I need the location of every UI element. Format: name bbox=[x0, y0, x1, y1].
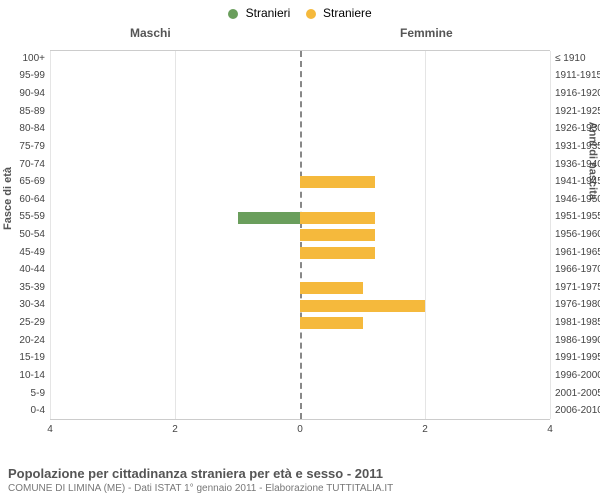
birth-label: 1931-1935 bbox=[555, 141, 600, 152]
age-label: 80-84 bbox=[5, 123, 45, 134]
birth-label: 1956-1960 bbox=[555, 229, 600, 240]
bar-female bbox=[300, 212, 375, 224]
age-row bbox=[50, 298, 550, 316]
age-label: 40-44 bbox=[5, 264, 45, 275]
age-label: 45-49 bbox=[5, 247, 45, 258]
age-label: 55-59 bbox=[5, 211, 45, 222]
age-label: 95-99 bbox=[5, 70, 45, 81]
age-label: 90-94 bbox=[5, 88, 45, 99]
birth-label: 2001-2005 bbox=[555, 388, 600, 399]
bar-male bbox=[238, 212, 301, 224]
x-tick-label: 2 bbox=[165, 424, 185, 435]
age-row bbox=[50, 245, 550, 263]
age-row bbox=[50, 333, 550, 351]
legend-male: Stranieri bbox=[228, 6, 290, 20]
age-label: 30-34 bbox=[5, 299, 45, 310]
legend-female: Straniere bbox=[306, 6, 372, 20]
birth-label: 1981-1985 bbox=[555, 317, 600, 328]
age-row bbox=[50, 386, 550, 404]
age-label: 10-14 bbox=[5, 370, 45, 381]
birth-label: 2006-2010 bbox=[555, 405, 600, 416]
birth-label: 1976-1980 bbox=[555, 299, 600, 310]
age-row bbox=[50, 104, 550, 122]
age-row bbox=[50, 51, 550, 69]
bar-female bbox=[300, 229, 375, 241]
legend-male-label: Stranieri bbox=[246, 6, 291, 20]
circle-icon bbox=[306, 9, 316, 19]
birth-label: 1996-2000 bbox=[555, 370, 600, 381]
age-label: 35-39 bbox=[5, 282, 45, 293]
bar-female bbox=[300, 282, 363, 294]
birth-label: 1936-1940 bbox=[555, 159, 600, 170]
birth-label: 1946-1950 bbox=[555, 194, 600, 205]
x-tick-label: 2 bbox=[415, 424, 435, 435]
age-label: 75-79 bbox=[5, 141, 45, 152]
age-row bbox=[50, 69, 550, 87]
age-row bbox=[50, 139, 550, 157]
age-row bbox=[50, 121, 550, 139]
chart-footer: Popolazione per cittadinanza straniera p… bbox=[8, 466, 592, 494]
x-tick-label: 4 bbox=[540, 424, 560, 435]
age-label: 100+ bbox=[5, 53, 45, 64]
birth-label: 1991-1995 bbox=[555, 352, 600, 363]
age-row bbox=[50, 157, 550, 175]
age-label: 50-54 bbox=[5, 229, 45, 240]
birth-label: ≤ 1910 bbox=[555, 53, 600, 64]
age-row bbox=[50, 280, 550, 298]
age-label: 20-24 bbox=[5, 335, 45, 346]
plot-area bbox=[50, 50, 550, 420]
birth-label: 1971-1975 bbox=[555, 282, 600, 293]
age-row bbox=[50, 210, 550, 228]
age-label: 85-89 bbox=[5, 106, 45, 117]
birth-label: 1986-1990 bbox=[555, 335, 600, 346]
bar-female bbox=[300, 247, 375, 259]
age-label: 65-69 bbox=[5, 176, 45, 187]
chart-title: Popolazione per cittadinanza straniera p… bbox=[8, 466, 592, 481]
age-row bbox=[50, 403, 550, 421]
age-label: 25-29 bbox=[5, 317, 45, 328]
age-row bbox=[50, 368, 550, 386]
age-label: 5-9 bbox=[5, 388, 45, 399]
x-tick-label: 4 bbox=[40, 424, 60, 435]
age-label: 0-4 bbox=[5, 405, 45, 416]
age-row bbox=[50, 351, 550, 369]
legend-female-label: Straniere bbox=[323, 6, 372, 20]
birth-label: 1961-1965 bbox=[555, 247, 600, 258]
birth-label: 1911-1915 bbox=[555, 70, 600, 81]
birth-label: 1916-1920 bbox=[555, 88, 600, 99]
birth-label: 1966-1970 bbox=[555, 264, 600, 275]
birth-label: 1941-1945 bbox=[555, 176, 600, 187]
age-row bbox=[50, 262, 550, 280]
x-tick-label: 0 bbox=[290, 424, 310, 435]
age-label: 70-74 bbox=[5, 159, 45, 170]
age-row bbox=[50, 86, 550, 104]
gridline bbox=[550, 51, 551, 419]
circle-icon bbox=[228, 9, 238, 19]
legend: Stranieri Straniere bbox=[0, 6, 600, 20]
birth-label: 1921-1925 bbox=[555, 106, 600, 117]
birth-label: 1951-1955 bbox=[555, 211, 600, 222]
birth-label: 1926-1930 bbox=[555, 123, 600, 134]
pyramid-chart bbox=[50, 30, 550, 440]
bar-female bbox=[300, 176, 375, 188]
age-row bbox=[50, 315, 550, 333]
bar-female bbox=[300, 317, 363, 329]
age-row bbox=[50, 227, 550, 245]
age-row bbox=[50, 192, 550, 210]
age-label: 60-64 bbox=[5, 194, 45, 205]
age-row bbox=[50, 174, 550, 192]
age-label: 15-19 bbox=[5, 352, 45, 363]
bar-female bbox=[300, 300, 425, 312]
chart-subtitle: COMUNE DI LIMINA (ME) - Dati ISTAT 1° ge… bbox=[8, 483, 592, 494]
